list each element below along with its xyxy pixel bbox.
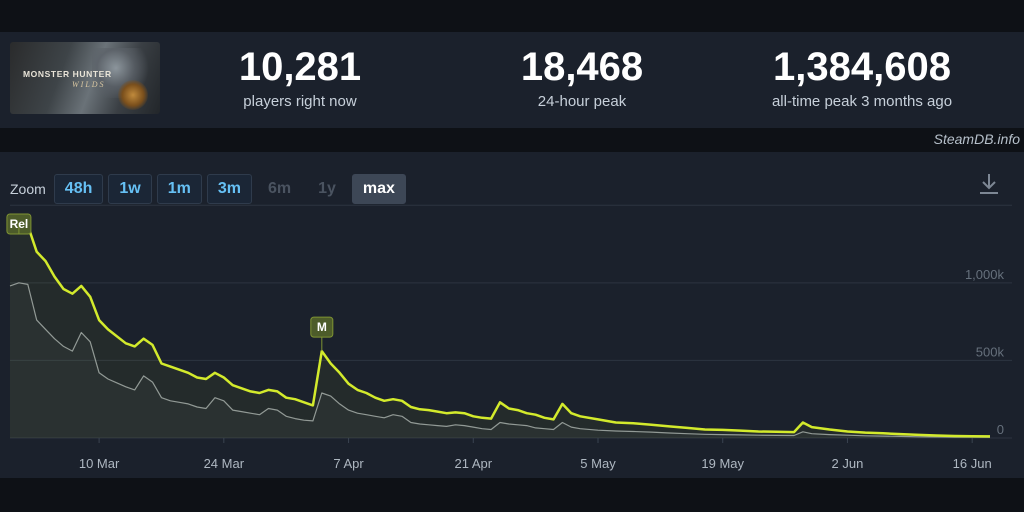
zoom-controls: Zoom 48h 1w 1m 3m 6m 1y max: [10, 174, 411, 204]
annotation-label-1: M: [317, 320, 327, 334]
game-logo-text: MONSTER HUNTER: [23, 69, 112, 79]
all-time-peak-label: all-time peak 3 months ago: [771, 93, 953, 110]
day-peak-value: 18,468: [520, 45, 644, 89]
y-tick-label-0: 0: [997, 422, 1004, 437]
x-tick-label-0: 10 Mar: [79, 456, 120, 471]
zoom-label: Zoom: [10, 181, 46, 197]
x-tick-label-1: 24 Mar: [204, 456, 245, 471]
day-peak-label: 24-hour peak: [537, 93, 627, 110]
y-tick-label-2: 1,000k: [965, 267, 1005, 282]
zoom-1w-button[interactable]: 1w: [108, 174, 152, 204]
annotation-label-0: Rel: [10, 217, 29, 231]
game-logo-subtitle: WILDS: [72, 80, 106, 89]
series-area-1: [10, 282, 990, 438]
x-tick-label-4: 5 May: [580, 456, 616, 471]
x-tick-label-6: 2 Jun: [832, 456, 864, 471]
x-tick-label-3: 21 Apr: [454, 456, 492, 471]
zoom-48h-button[interactable]: 48h: [53, 174, 104, 204]
current-players-stat: 10,281 players right now: [200, 40, 400, 110]
stats-bar: MONSTER HUNTER WILDS 10,281 players righ…: [0, 32, 1024, 128]
download-icon[interactable]: [978, 172, 1000, 196]
zoom-3m-button[interactable]: 3m: [206, 174, 252, 204]
chart-panel: Zoom 48h 1w 1m 3m 6m 1y max 0 500k 1,000k 1…: [0, 152, 1024, 478]
zoom-6m-button[interactable]: 6m: [267, 180, 292, 197]
all-time-peak-stat: 1,384,608 all-time peak 3 months ago: [742, 40, 982, 110]
emblem-art: [118, 80, 148, 110]
zoom-max-button[interactable]: max: [351, 174, 406, 204]
x-tick-label-5: 19 May: [701, 456, 744, 471]
x-tick-label-7: 16 Jun: [953, 456, 992, 471]
game-thumbnail[interactable]: MONSTER HUNTER WILDS: [10, 42, 160, 114]
steamdb-watermark[interactable]: SteamDB.info: [933, 131, 1020, 147]
x-tick-label-2: 7 Apr: [333, 456, 364, 471]
day-peak-stat: 18,468 24-hour peak: [482, 40, 682, 110]
zoom-1m-button[interactable]: 1m: [156, 174, 202, 204]
current-players-label: players right now: [243, 93, 357, 110]
series-line-1: [9, 282, 991, 438]
y-tick-label-1: 500k: [976, 344, 1005, 359]
series-area-0: [10, 223, 990, 438]
current-players-value: 10,281: [238, 45, 362, 89]
player-count-chart[interactable]: 0 500k 1,000k 10 Mar 24 Mar 7 Apr 21 Apr 5 May 1…: [0, 152, 1024, 478]
all-time-peak-value: 1,384,608: [773, 45, 951, 89]
series-line-0: [9, 221, 991, 438]
zoom-1y-button[interactable]: 1y: [318, 180, 336, 197]
